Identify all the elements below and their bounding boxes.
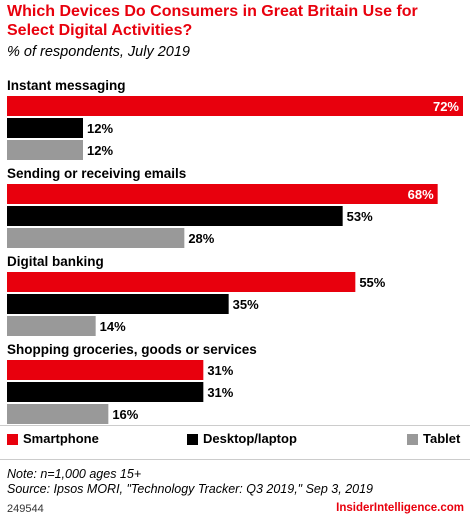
bar-smartphone-instant-messaging	[7, 96, 463, 116]
bar-desktop-laptop-sending-or-receiving-emails	[7, 206, 343, 226]
chart-title: Which Devices Do Consumers in Great Brit…	[7, 3, 418, 39]
bar-tablet-sending-or-receiving-emails	[7, 228, 185, 248]
category-label-shopping-groceries-goods-or-services: Shopping groceries, goods or services	[7, 342, 257, 357]
category-label-instant-messaging: Instant messaging	[7, 78, 126, 93]
bar-desktop-laptop-instant-messaging	[7, 118, 83, 138]
legend-label-desktop-laptop: Desktop/laptop	[203, 431, 297, 446]
bar-smartphone-digital-banking	[7, 272, 356, 292]
bar-chart: Instant messaging 72% 12% 12% Sending or rec…	[7, 78, 463, 424]
bar-tablet-digital-banking	[7, 316, 96, 336]
bar-smartphone-shopping-groceries-goods-or-services	[7, 360, 204, 380]
legend-label-smartphone: Smartphone	[23, 431, 99, 446]
legend-item-smartphone: Smartphone	[7, 431, 99, 447]
chart-subtitle: % of respondents, July 2019	[7, 44, 190, 60]
legend-swatch-desktop-laptop	[187, 433, 198, 445]
data-label-smartphone-shopping-groceries-goods-or-services: 31%	[207, 363, 233, 378]
legend-label-tablet: Tablet	[423, 431, 461, 446]
data-label-smartphone-sending-or-receiving-emails: 68%	[408, 187, 434, 202]
category-label-sending-or-receiving-emails: Sending or receiving emails	[7, 166, 186, 181]
data-label-tablet-instant-messaging: 12%	[87, 143, 113, 158]
data-label-desktop-laptop-shopping-groceries-goods-or-services: 31%	[207, 385, 233, 400]
data-label-tablet-digital-banking: 14%	[100, 319, 126, 334]
bar-desktop-laptop-shopping-groceries-goods-or-services	[7, 382, 204, 402]
legend-divider	[0, 425, 470, 426]
data-label-tablet-sending-or-receiving-emails: 28%	[188, 231, 214, 246]
footnote: Note: n=1,000 ages 15+	[7, 467, 142, 481]
chart-legend: Smartphone Desktop/laptop Tablet	[0, 431, 470, 449]
brand-logo-text: InsiderIntelligence.com	[336, 502, 464, 514]
legend-item-tablet: Tablet	[407, 431, 460, 447]
data-label-desktop-laptop-sending-or-receiving-emails: 53%	[347, 209, 373, 224]
source-line: Source: Ipsos MORI, "Technology Tracker:…	[7, 482, 374, 496]
bar-tablet-shopping-groceries-goods-or-services	[7, 404, 109, 424]
data-label-tablet-shopping-groceries-goods-or-services: 16%	[112, 407, 138, 422]
data-label-desktop-laptop-instant-messaging: 12%	[87, 121, 113, 136]
data-label-smartphone-instant-messaging: 72%	[433, 99, 459, 114]
legend-swatch-tablet	[407, 433, 418, 445]
data-label-desktop-laptop-digital-banking: 35%	[233, 297, 259, 312]
chart-id: 249544	[7, 503, 44, 515]
legend-swatch-smartphone	[7, 433, 18, 445]
legend-item-desktop-laptop: Desktop/laptop	[187, 431, 297, 447]
bar-desktop-laptop-digital-banking	[7, 294, 229, 314]
bar-tablet-instant-messaging	[7, 140, 83, 160]
data-label-smartphone-digital-banking: 55%	[359, 275, 385, 290]
bar-smartphone-sending-or-receiving-emails	[7, 184, 438, 204]
category-label-digital-banking: Digital banking	[7, 254, 104, 269]
footer-divider	[0, 459, 470, 460]
